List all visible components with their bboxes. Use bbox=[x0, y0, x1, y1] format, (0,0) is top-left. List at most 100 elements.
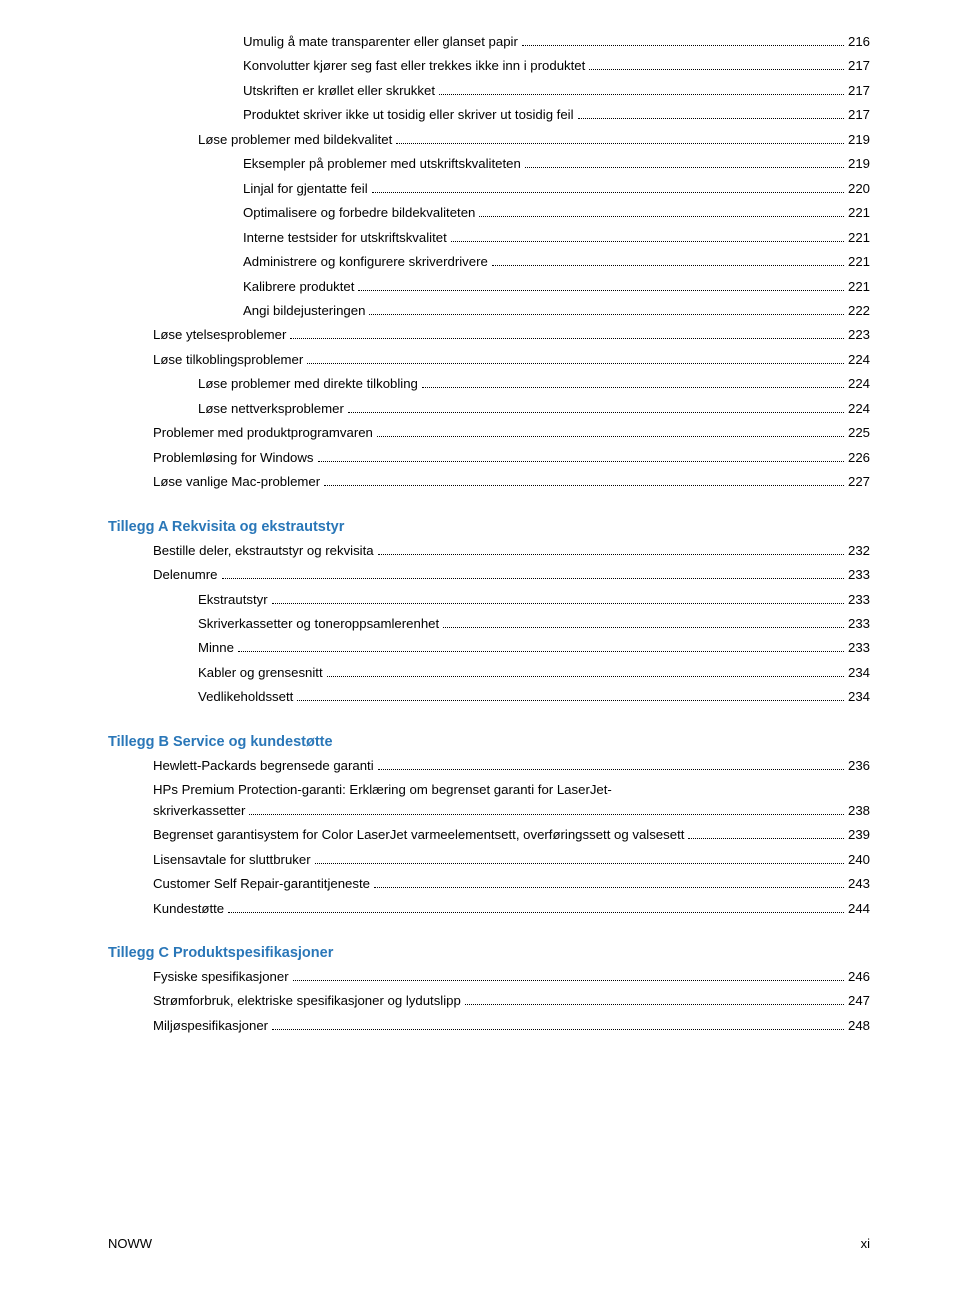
toc-entry-page: 233 bbox=[848, 565, 870, 585]
toc-entry-page: 233 bbox=[848, 614, 870, 634]
toc-leader-dots bbox=[358, 290, 844, 291]
toc-entry-page: 246 bbox=[848, 967, 870, 987]
toc-leader-dots bbox=[525, 167, 844, 168]
toc-entry-label: Løse problemer med direkte tilkobling bbox=[198, 374, 418, 394]
toc-entry: Konvolutter kjører seg fast eller trekke… bbox=[108, 56, 870, 76]
toc-leader-dots bbox=[688, 838, 844, 839]
toc-entry-label: Strømforbruk, elektriske spesifikasjoner… bbox=[153, 991, 461, 1011]
toc-entry-page: 234 bbox=[848, 687, 870, 707]
toc-entry: Løse problemer med bildekvalitet 219 bbox=[108, 130, 870, 150]
toc-entry-page: 233 bbox=[848, 590, 870, 610]
toc-entry: Kundestøtte 244 bbox=[108, 899, 870, 919]
toc-entry-label: Begrenset garantisystem for Color LaserJ… bbox=[153, 825, 684, 845]
toc-leader-dots bbox=[272, 603, 844, 604]
toc-entry-label: Skriverkassetter og toneroppsamlerenhet bbox=[198, 614, 439, 634]
toc-entry-page: 221 bbox=[848, 203, 870, 223]
toc-entry-label: Angi bildejusteringen bbox=[243, 301, 365, 321]
toc-entry-label: Miljøspesifikasjoner bbox=[153, 1016, 268, 1036]
toc-leader-dots bbox=[290, 338, 844, 339]
toc-leader-dots bbox=[378, 554, 844, 555]
toc-entry-label: Delenumre bbox=[153, 565, 218, 585]
toc-section: Tillegg A Rekvisita og ekstrautstyrBesti… bbox=[108, 519, 870, 708]
toc-entry-page: 247 bbox=[848, 991, 870, 1011]
toc-leader-dots bbox=[228, 912, 844, 913]
toc-leader-dots bbox=[451, 241, 844, 242]
section-name: Rekvisita og ekstrautstyr bbox=[172, 519, 344, 535]
toc-leader-dots bbox=[377, 436, 844, 437]
toc-leader-dots bbox=[324, 485, 844, 486]
toc-entry: Kalibrere produktet 221 bbox=[108, 277, 870, 297]
toc-entry-page: 227 bbox=[848, 472, 870, 492]
toc-entry: Ekstrautstyr 233 bbox=[108, 590, 870, 610]
toc-leader-dots bbox=[348, 412, 844, 413]
toc-continued: Umulig å mate transparenter eller glanse… bbox=[108, 32, 870, 493]
toc-entry: Administrere og konfigurere skriverdrive… bbox=[108, 252, 870, 272]
toc-entry-page: 244 bbox=[848, 899, 870, 919]
toc-leader-dots bbox=[465, 1004, 844, 1005]
toc-entry-page: 239 bbox=[848, 825, 870, 845]
toc-entry-label: Kalibrere produktet bbox=[243, 277, 354, 297]
toc-entry-label: Kabler og grensesnitt bbox=[198, 663, 323, 683]
toc-entry: Fysiske spesifikasjoner 246 bbox=[108, 967, 870, 987]
toc-entry-page: 238 bbox=[848, 801, 870, 821]
toc-entry-page: 223 bbox=[848, 325, 870, 345]
toc-entry-page: 224 bbox=[848, 374, 870, 394]
toc-entry-label: Løse problemer med bildekvalitet bbox=[198, 130, 392, 150]
toc-entry-page: 234 bbox=[848, 663, 870, 683]
toc-entry-label: Løse ytelsesproblemer bbox=[153, 325, 286, 345]
toc-leader-dots bbox=[315, 863, 844, 864]
toc-leader-dots bbox=[369, 314, 844, 315]
toc-entry: Løse vanlige Mac-problemer 227 bbox=[108, 472, 870, 492]
toc-section: Tillegg B Service og kundestøtteHewlett-… bbox=[108, 734, 870, 919]
page: Umulig å mate transparenter eller glanse… bbox=[0, 0, 960, 1291]
toc-entry-page: 248 bbox=[848, 1016, 870, 1036]
toc-entry-label: Problemløsing for Windows bbox=[153, 448, 314, 468]
toc-leader-dots bbox=[307, 363, 844, 364]
toc-entry: Løse ytelsesproblemer 223 bbox=[108, 325, 870, 345]
toc-entry-page: 226 bbox=[848, 448, 870, 468]
toc-entry-page: 240 bbox=[848, 850, 870, 870]
toc-entry-label: Ekstrautstyr bbox=[198, 590, 268, 610]
toc-leader-dots bbox=[238, 651, 844, 652]
footer-left: NOWW bbox=[108, 1236, 152, 1251]
toc-entry-page: 224 bbox=[848, 399, 870, 419]
toc-entry-label: Customer Self Repair-garantitjeneste bbox=[153, 874, 370, 894]
toc-entry: Interne testsider for utskriftskvalitet … bbox=[108, 228, 870, 248]
toc-leader-dots bbox=[422, 387, 844, 388]
toc-entry-wrap: HPs Premium Protection-garanti: Erklærin… bbox=[108, 780, 870, 800]
toc-leader-dots bbox=[318, 461, 844, 462]
toc-entry: Customer Self Repair-garantitjeneste 243 bbox=[108, 874, 870, 894]
toc-entry-label: Fysiske spesifikasjoner bbox=[153, 967, 289, 987]
section-prefix: Tillegg B bbox=[108, 734, 173, 750]
toc-entry-page: 232 bbox=[848, 541, 870, 561]
toc-entry-label: Bestille deler, ekstrautstyr og rekvisit… bbox=[153, 541, 374, 561]
toc-entry-label: Linjal for gjentatte feil bbox=[243, 179, 368, 199]
toc-entry-page: 243 bbox=[848, 874, 870, 894]
toc-leader-dots bbox=[578, 118, 844, 119]
toc-entry: Løse problemer med direkte tilkobling 22… bbox=[108, 374, 870, 394]
toc-leader-dots bbox=[479, 216, 844, 217]
toc-entry-page: 217 bbox=[848, 56, 870, 76]
toc-leader-dots bbox=[327, 676, 844, 677]
section-prefix: Tillegg C bbox=[108, 945, 173, 961]
toc-entry-page: 233 bbox=[848, 638, 870, 658]
toc-leader-dots bbox=[372, 192, 844, 193]
toc-entry-page: 219 bbox=[848, 130, 870, 150]
toc-leader-dots bbox=[492, 265, 844, 266]
section-title: Tillegg B Service og kundestøtte bbox=[108, 734, 870, 750]
toc-entry: Delenumre 233 bbox=[108, 565, 870, 585]
toc-entry: Skriverkassetter og toneroppsamlerenhet … bbox=[108, 614, 870, 634]
toc-entry-label: Utskriften er krøllet eller skrukket bbox=[243, 81, 435, 101]
toc-entry-label: Umulig å mate transparenter eller glanse… bbox=[243, 32, 518, 52]
toc-entry: Vedlikeholdssett 234 bbox=[108, 687, 870, 707]
toc-entry-label: Kundestøtte bbox=[153, 899, 224, 919]
toc-entry-label: Lisensavtale for sluttbruker bbox=[153, 850, 311, 870]
toc-entry-label: skriverkassetter bbox=[153, 801, 245, 821]
footer-right: xi bbox=[861, 1236, 870, 1251]
toc-leader-dots bbox=[522, 45, 844, 46]
toc-entry-label: Optimalisere og forbedre bildekvaliteten bbox=[243, 203, 475, 223]
toc-entry-page: 220 bbox=[848, 179, 870, 199]
toc-entry: Lisensavtale for sluttbruker 240 bbox=[108, 850, 870, 870]
toc-entry: Miljøspesifikasjoner 248 bbox=[108, 1016, 870, 1036]
toc-entry: skriverkassetter 238 bbox=[108, 801, 870, 821]
